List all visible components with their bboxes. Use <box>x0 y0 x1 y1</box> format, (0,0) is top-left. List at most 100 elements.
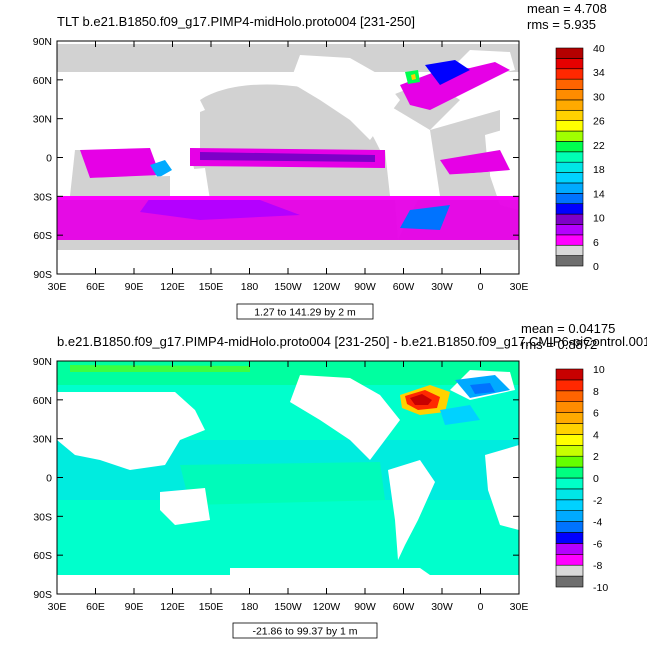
colorbar-label: 10 <box>593 213 605 225</box>
panel-1-mean: mean = 4.708 <box>527 1 607 16</box>
panel-1-range-label: 1.27 to 141.29 by 2 m <box>254 307 356 319</box>
panel-2: b.e21.B1850.f09_g17.PIMP4-midHolo.proto0… <box>33 321 647 639</box>
panel-1-colorbar: 40 34 30 26 22 18 14 10 6 0 <box>555 43 605 273</box>
colorbar-label: 34 <box>593 67 605 79</box>
colorbar-swatch <box>555 553 584 566</box>
panel-2-ticks <box>56 360 520 595</box>
colorbar-swatch <box>555 141 584 153</box>
colorbar-swatch <box>555 234 584 246</box>
colorbar-swatch <box>555 182 584 194</box>
x-tick-label: 120W <box>313 601 341 613</box>
colorbar-label: -10 <box>593 582 608 594</box>
colorbar-label: -6 <box>593 538 602 550</box>
colorbar-swatch <box>555 379 584 392</box>
colorbar-swatch <box>555 434 584 446</box>
colorbar-swatch <box>555 455 584 468</box>
panel-1-xlabels: 30E 60E 90E 120E 150E 180 150W 120W 90W 60W 30W 0 30… <box>48 281 529 293</box>
colorbar-label: 6 <box>593 237 599 249</box>
x-tick-label: 180 <box>241 601 259 613</box>
colorbar-label: 8 <box>593 386 599 398</box>
colorbar-label: -2 <box>593 495 602 507</box>
colorbar-label: 40 <box>593 43 605 55</box>
colorbar-swatch <box>555 47 584 59</box>
colorbar-swatch <box>555 390 584 402</box>
colorbar-swatch <box>555 499 584 511</box>
x-tick-label: 90E <box>125 601 144 613</box>
colorbar-swatch <box>555 109 584 121</box>
colorbar-swatch <box>555 78 584 90</box>
colorbar-swatch <box>555 193 584 205</box>
colorbar-label: -8 <box>593 560 602 572</box>
y-tick-label: 90N <box>33 36 52 48</box>
colorbar-swatch <box>555 401 584 413</box>
x-tick-label: 120E <box>160 281 185 293</box>
x-tick-label: 180 <box>241 281 259 293</box>
y-tick-label: 60S <box>33 550 52 562</box>
panel-2-range-label: -21.86 to 99.37 by 1 m <box>252 626 357 638</box>
x-tick-label: 30E <box>510 601 529 613</box>
colorbar-swatch <box>555 521 584 533</box>
panel-2-colorbar: 10 8 6 4 2 0 -2 -4 -6 -8 -10 <box>555 364 608 594</box>
colorbar-swatch <box>555 244 584 256</box>
y-tick-label: 90S <box>33 269 52 281</box>
x-tick-label: 60W <box>393 281 415 293</box>
panel-1-rms: rms = 5.935 <box>527 17 596 32</box>
colorbar-label: 0 <box>593 261 599 273</box>
panel-1-ylabels: 90N 60N 30N 0 30S 60S 90S <box>33 36 52 281</box>
colorbar-swatch <box>555 130 584 142</box>
colorbar-label: 14 <box>593 188 605 200</box>
colorbar-swatch <box>555 564 584 577</box>
y-tick-label: 0 <box>46 473 52 485</box>
x-tick-label: 60E <box>86 601 105 613</box>
colorbar-label: 4 <box>593 429 599 441</box>
colorbar-label: 10 <box>593 364 605 376</box>
colorbar-swatch <box>555 151 584 163</box>
panel-2-xlabels: 30E 60E 90E 120E 150E 180 150W 120W 90W 60W 30W 0 30… <box>48 601 529 613</box>
x-tick-label: 120E <box>160 601 185 613</box>
x-tick-label: 120W <box>313 281 341 293</box>
colorbar-swatch <box>555 423 584 435</box>
x-tick-label: 150E <box>199 281 224 293</box>
y-tick-label: 30N <box>33 114 52 126</box>
x-tick-label: 60E <box>86 281 105 293</box>
colorbar-swatch <box>555 543 584 555</box>
colorbar-label: 30 <box>593 91 605 103</box>
x-tick-label: 30E <box>48 281 67 293</box>
colorbar-swatch <box>555 575 584 588</box>
y-tick-label: 60N <box>33 75 52 87</box>
y-tick-label: 90S <box>33 589 52 601</box>
panel-1: TLT b.e21.B1850.f09_g17.PIMP4-midHolo.pr… <box>33 1 607 320</box>
x-tick-label: 0 <box>478 281 484 293</box>
y-tick-label: 30S <box>33 191 52 203</box>
x-tick-label: 150W <box>274 601 302 613</box>
colorbar-swatch <box>555 68 584 80</box>
colorbar-swatch <box>555 466 584 479</box>
x-tick-label: 30E <box>48 601 67 613</box>
x-tick-label: 150W <box>274 281 302 293</box>
panel-2-map <box>57 361 519 594</box>
colorbar-swatch <box>555 89 584 101</box>
colorbar-label: -4 <box>593 517 602 529</box>
colorbar-label: 22 <box>593 140 605 152</box>
colorbar-swatch <box>555 368 584 381</box>
colorbar-swatch <box>555 172 584 184</box>
panel-2-ylabels: 90N 60N 30N 0 30S 60S 90S <box>33 356 52 601</box>
y-tick-label: 60N <box>33 395 52 407</box>
panel-1-title: TLT b.e21.B1850.f09_g17.PIMP4-midHolo.pr… <box>57 14 415 29</box>
x-tick-label: 90W <box>354 281 376 293</box>
panel-1-range-box <box>236 303 374 320</box>
colorbar-swatch <box>555 477 584 490</box>
x-tick-label: 150E <box>199 601 224 613</box>
panel-1-map <box>57 41 519 274</box>
colorbar-label: 0 <box>593 473 599 485</box>
colorbar-swatch <box>555 444 584 457</box>
colorbar-label: 18 <box>593 164 605 176</box>
colorbar-swatch <box>555 120 584 132</box>
panel-2-mean: mean = 0.04175 <box>521 321 615 336</box>
colorbar-swatch <box>555 203 584 215</box>
colorbar-label: 26 <box>593 116 605 128</box>
panel-1-ticks <box>56 40 520 275</box>
y-tick-label: 90N <box>33 356 52 368</box>
colorbar-swatch <box>555 99 584 111</box>
